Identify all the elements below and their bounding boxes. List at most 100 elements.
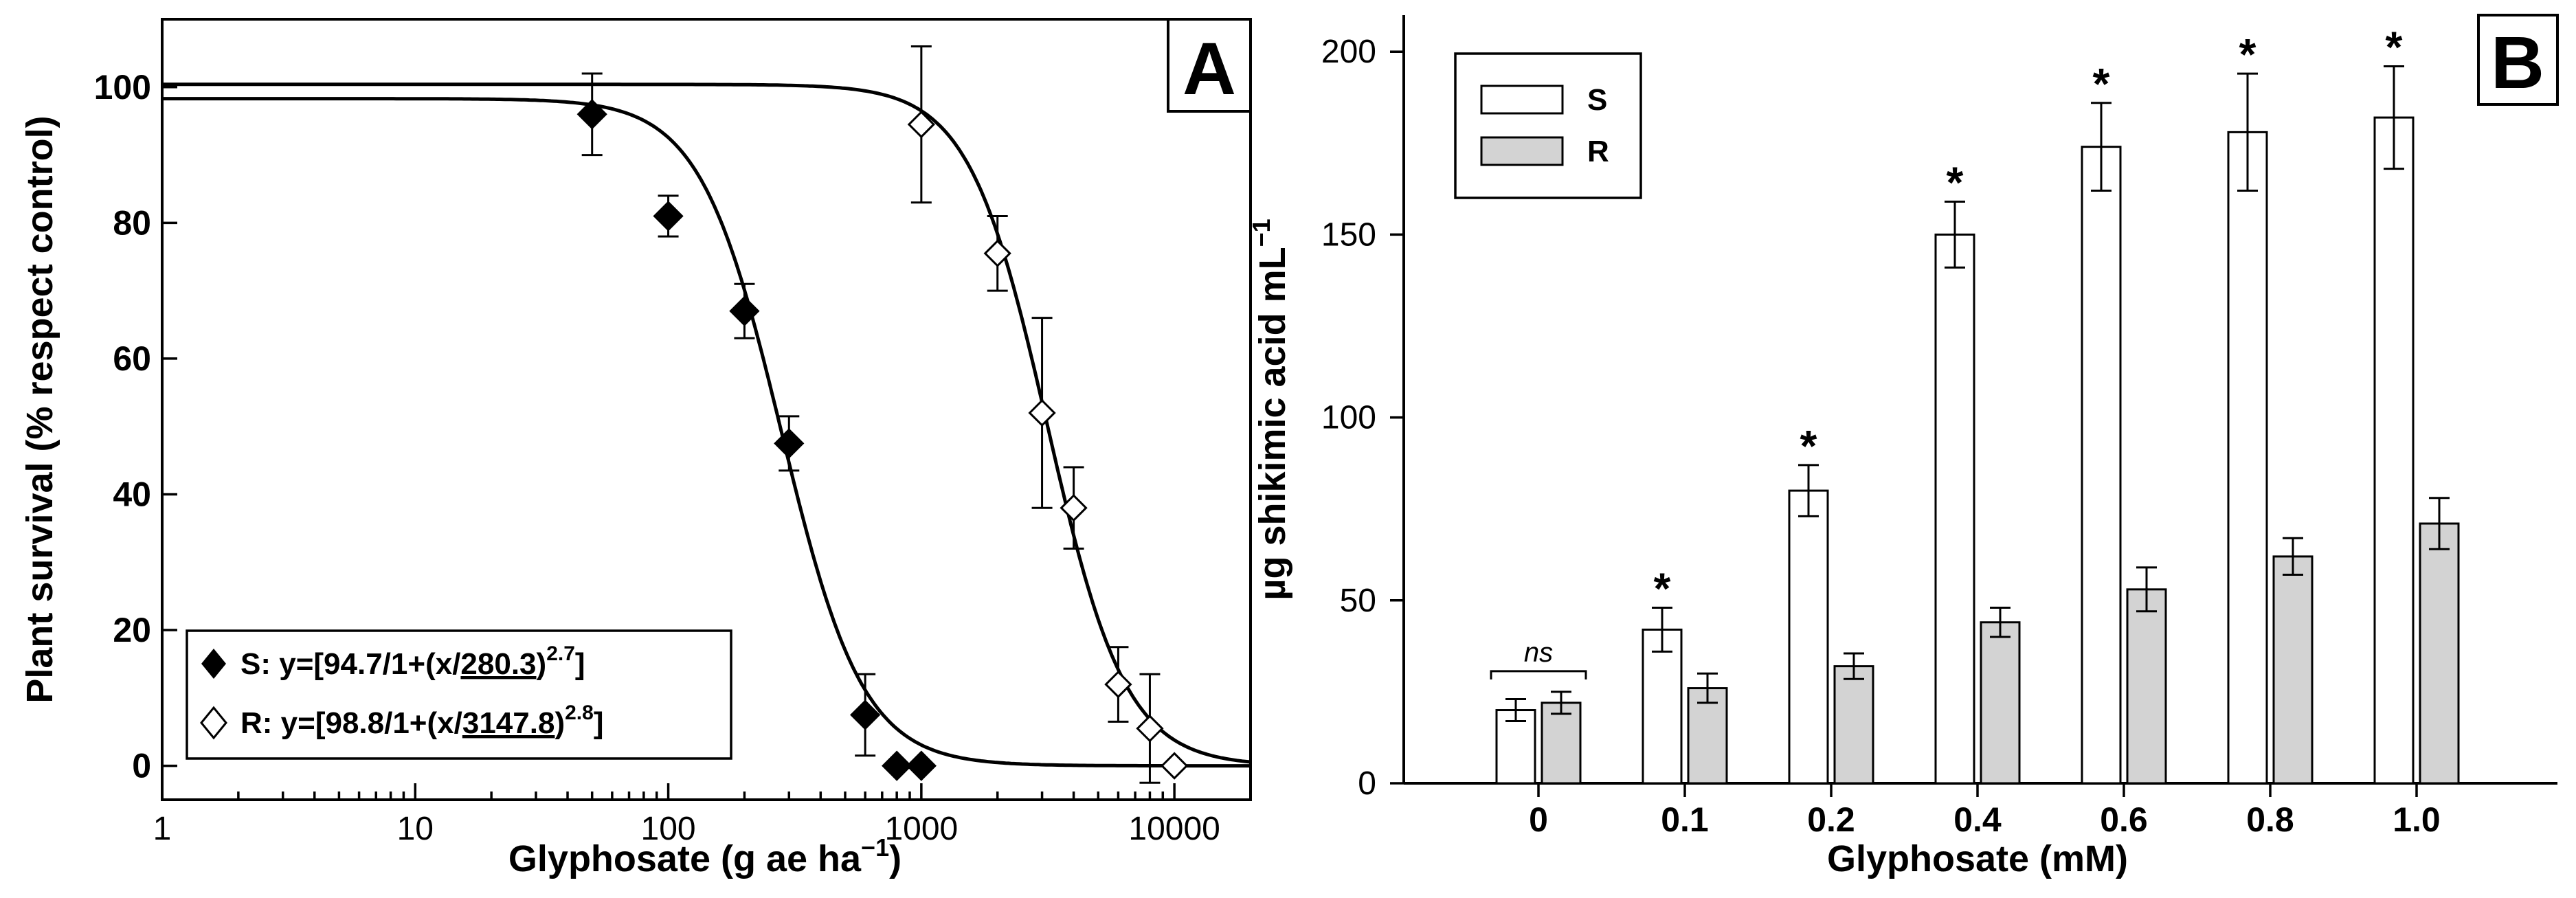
error-bar <box>1798 464 1819 517</box>
y-tick-label: 100 <box>94 68 151 106</box>
x-tick-label: 0.8 <box>2246 800 2294 839</box>
ns-label: ns <box>1524 638 1553 668</box>
panel-a-plot-frame <box>161 18 1252 801</box>
data-point-S <box>850 699 881 730</box>
panel-a-x-axis-title: Glyphosate (g ae ha−1) <box>508 833 901 879</box>
y-tick-label: 150 <box>1321 216 1376 253</box>
x-tick-label: 0.6 <box>2100 800 2148 839</box>
y-tick-label: 200 <box>1321 34 1376 70</box>
error-bar <box>2429 497 2450 550</box>
panel-a-legend-box <box>186 629 732 760</box>
panel-b-y-axis-title: µg shikimic acid mL−1 <box>1247 218 1293 600</box>
legend-s-label: S <box>1587 83 1607 117</box>
significance-star: * <box>2386 23 2403 72</box>
error-bar <box>1990 606 2011 638</box>
y-tick-label: 80 <box>113 203 151 242</box>
x-tick-label: 100 <box>641 811 696 847</box>
panel-b-letter-box <box>2477 14 2559 106</box>
data-point-S <box>729 295 760 326</box>
panel-b-legend: S R <box>1454 52 1642 199</box>
legend-r-label: R <box>1587 135 1609 168</box>
data-point-R <box>1104 670 1132 699</box>
x-tick-label: 1000 <box>884 811 958 847</box>
data-point-S <box>906 750 937 781</box>
legend-open-diamond-icon <box>200 706 227 740</box>
x-tick-label: 0.2 <box>1807 800 1855 839</box>
y-tick-label: 100 <box>1321 400 1376 436</box>
legend-r-swatch <box>1480 136 1564 166</box>
x-tick-label: 0 <box>1529 800 1548 839</box>
error-bar <box>1505 698 1526 722</box>
data-point-S <box>774 428 805 459</box>
significance-star: * <box>1800 421 1817 471</box>
significance-star: * <box>1947 158 1964 207</box>
ns-bracket <box>1490 670 1587 680</box>
data-point-S <box>576 99 607 130</box>
y-tick-label: 0 <box>132 747 151 785</box>
bar-R <box>2419 522 2460 785</box>
bar-S <box>1788 489 1829 785</box>
x-tick-label: 0.4 <box>1953 800 2002 839</box>
bar-R <box>2272 555 2314 785</box>
significance-star: * <box>1654 563 1671 613</box>
error-bar <box>2136 566 2157 613</box>
x-tick-label: 10000 <box>1128 811 1220 847</box>
bar-S <box>2081 146 2122 785</box>
bar-S <box>1495 709 1536 785</box>
bar-R <box>1833 665 1874 785</box>
bar-S <box>1934 233 1975 785</box>
bar-R <box>2126 588 2167 785</box>
panel-b-x-axis-title: Glyphosate (mM) <box>1827 838 2128 879</box>
bar-R <box>1980 621 2021 785</box>
y-tick-label: 0 <box>1358 765 1376 802</box>
y-tick-label: 50 <box>1340 583 1376 619</box>
data-point-R <box>907 110 935 139</box>
x-tick-label: 10 <box>397 811 434 847</box>
bar-S <box>2227 131 2268 785</box>
error-bar <box>1844 652 1864 680</box>
error-bar <box>1945 201 1965 269</box>
legend-s-equation: S: y=[94.7/1+(x/280.3)2.7] <box>240 642 585 681</box>
data-point-R <box>1136 715 1164 743</box>
panel-a-letter-box <box>1167 18 1252 113</box>
x-tick-label: 0.1 <box>1661 800 1709 839</box>
panel-a-fit-curves <box>162 82 1251 768</box>
significance-star: * <box>2093 59 2110 109</box>
y-tick-label: 20 <box>113 611 151 649</box>
legend-r-equation: R: y=[98.8/1+(x/3147.8)2.8] <box>240 701 603 740</box>
fit-curve-S <box>162 97 1251 768</box>
panel-b-letter: B <box>2491 21 2544 104</box>
panel-a-data-points <box>576 45 1189 784</box>
panel-b-y-axis: 0 50 100 150 200 <box>1321 34 1404 802</box>
significance-star: * <box>2239 30 2256 79</box>
error-bar <box>2283 537 2303 576</box>
legend-s-swatch <box>1480 85 1564 115</box>
panel-b-bar-chart: B 0 50 100 150 200 0 ns 0.1 * 0.2 * 0.4 * 0.6 * 0.8 * 1.… <box>1247 14 2559 879</box>
data-point-R <box>983 239 1011 267</box>
panel-a-letter: A <box>1183 27 1236 110</box>
x-tick-label: 1 <box>153 811 172 847</box>
x-tick-label: 1.0 <box>2393 800 2441 839</box>
bar-S <box>1642 628 1683 785</box>
panel-a-legend: S: y=[94.7/1+(x/280.3)2.7] R: y=[98.8/1+… <box>186 629 732 760</box>
panel-b-legend-box <box>1454 52 1642 199</box>
panel-a-y-axis-title: Plant survival (% respect control) <box>19 115 60 703</box>
legend-filled-diamond-icon <box>201 649 226 679</box>
data-point-R <box>1028 399 1056 427</box>
error-bar <box>1551 691 1571 715</box>
panel-a-x-axis: 1 10 100 1000 10000 <box>153 783 1220 847</box>
error-bar <box>1652 606 1672 653</box>
fit-curve-R <box>162 82 1251 764</box>
bar-S <box>2373 116 2415 785</box>
error-bar <box>2237 72 2258 192</box>
panel-a-dose-response-chart: A 0 20 40 60 80 100 1 10 100 1000 10000 Glyphosat… <box>19 18 1252 879</box>
data-point-S <box>882 750 912 781</box>
y-tick-label: 60 <box>113 339 151 378</box>
bar-R <box>1687 687 1728 785</box>
data-point-S <box>653 201 684 232</box>
error-bar <box>2384 65 2404 170</box>
data-point-R <box>1060 494 1088 522</box>
error-bar <box>2091 102 2112 192</box>
panel-b-bars: 0 ns 0.1 * 0.2 * 0.4 * 0.6 * 0.8 * 1.0 * <box>1490 23 2460 839</box>
